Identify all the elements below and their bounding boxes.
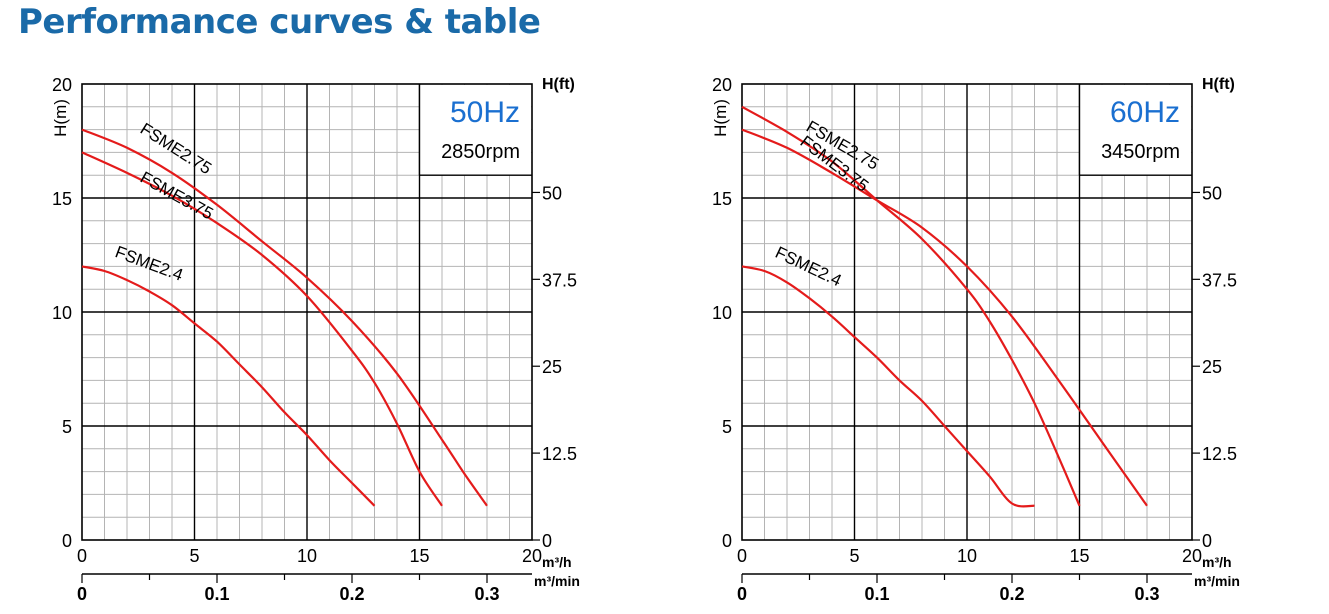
y-tick-label: 10	[712, 303, 732, 323]
x2-tick-label: 0.3	[474, 584, 499, 604]
x-tick-label: 5	[849, 546, 859, 566]
y-tick-label: 5	[62, 417, 72, 437]
x2-axis-label: m³/min	[1194, 573, 1240, 589]
y2-tick-label: 50	[1202, 183, 1222, 203]
y-axis-label: H(m)	[51, 99, 70, 137]
series-line-fsme2-75	[81, 128, 488, 507]
y2-tick-label: 0	[1202, 531, 1212, 551]
x-tick-label: 5	[189, 546, 199, 566]
x-tick-label: 15	[1069, 546, 1089, 566]
series-line-fsme3-75	[81, 151, 443, 507]
x-tick-label: 10	[297, 546, 317, 566]
y-tick-label: 15	[712, 189, 732, 209]
plot-frame	[81, 83, 533, 541]
x2-tick-label: 0	[77, 584, 87, 604]
series-line-fsme2-4	[81, 265, 376, 507]
x-axis-label: m³/h	[542, 554, 572, 570]
plot-frame	[741, 83, 1193, 541]
y2-tick-label: 50	[542, 183, 562, 203]
x2-axis-label: m³/min	[534, 573, 580, 589]
y2-tick-label: 37.5	[542, 270, 577, 290]
x-tick-label: 20	[1182, 546, 1202, 566]
page-title: Performance curves & table	[18, 2, 541, 42]
series-line-fsme3-75	[741, 105, 1081, 507]
x-tick-label: 10	[957, 546, 977, 566]
speed-box	[419, 85, 531, 176]
y-tick-label: 20	[712, 75, 732, 95]
x2-tick-label: 0.3	[1134, 584, 1159, 604]
y-tick-label: 10	[52, 303, 72, 323]
series-line-fsme2-75	[741, 128, 1148, 507]
y-tick-label: 5	[722, 417, 732, 437]
chart-60hz: 60Hz3450rpm05101520H(m)012.52537.550H(ft…	[711, 75, 1240, 604]
speed-box	[1079, 85, 1191, 176]
speed-label: 3450rpm	[1101, 141, 1180, 163]
x2-tick-label: 0.2	[999, 584, 1024, 604]
chart-50hz: 50Hz2850rpm05101520H(m)012.52537.550H(ft…	[51, 75, 580, 604]
y-tick-label: 0	[722, 531, 732, 551]
y2-tick-label: 0	[542, 531, 552, 551]
speed-label: 2850rpm	[441, 141, 520, 163]
x2-tick-label: 0.1	[204, 584, 229, 604]
y-tick-label: 20	[52, 75, 72, 95]
x-tick-label: 20	[522, 546, 542, 566]
x2-tick-label: 0.2	[339, 584, 364, 604]
x-tick-label: 0	[77, 546, 87, 566]
y-axis-label: H(m)	[711, 99, 730, 137]
x2-tick-label: 0	[737, 584, 747, 604]
x-tick-label: 0	[737, 546, 747, 566]
series-line-fsme2-4	[741, 265, 1035, 508]
y2-axis-label: H(ft)	[542, 76, 575, 93]
y2-tick-label: 37.5	[1202, 270, 1237, 290]
x-axis-label: m³/h	[1202, 554, 1232, 570]
x2-tick-label: 0.1	[864, 584, 889, 604]
frequency-label: 50Hz	[450, 96, 520, 129]
frequency-label: 60Hz	[1110, 96, 1180, 129]
y2-axis-label: H(ft)	[1202, 76, 1235, 93]
y-tick-label: 0	[62, 531, 72, 551]
x-tick-label: 15	[409, 546, 429, 566]
y-tick-label: 15	[52, 189, 72, 209]
y2-tick-label: 12.5	[542, 444, 577, 464]
y2-tick-label: 25	[1202, 357, 1222, 377]
y2-tick-label: 25	[542, 357, 562, 377]
y2-tick-label: 12.5	[1202, 444, 1237, 464]
